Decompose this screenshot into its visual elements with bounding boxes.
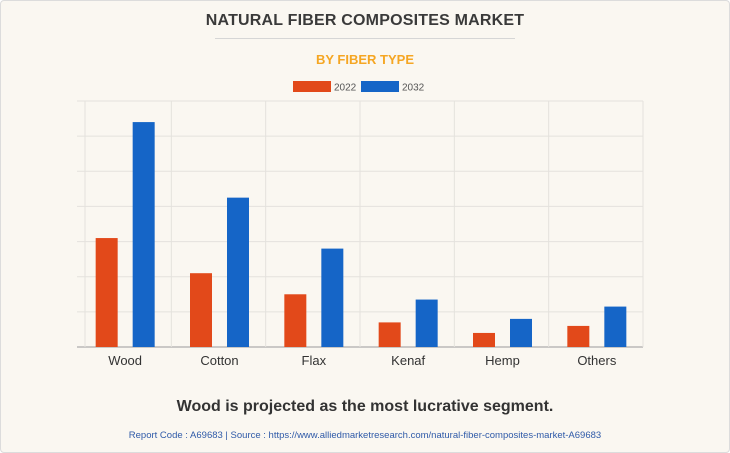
bar-cotton-2032[interactable]: [227, 197, 249, 347]
source-link[interactable]: Report Code : A69683 | Source : https://…: [128, 430, 602, 441]
bar-others-2022[interactable]: [567, 325, 590, 347]
legend-label-2022: 2022: [334, 83, 357, 94]
gridlines: [77, 100, 644, 348]
bar-kenaf-2032[interactable]: [415, 299, 438, 347]
x-tick-label: Flax: [302, 353, 327, 368]
legend-label-2032: 2032: [402, 83, 425, 94]
bar-flax-2022[interactable]: [284, 294, 307, 347]
legend-swatch-2032[interactable]: [361, 81, 399, 92]
x-tick-label: Wood: [108, 353, 142, 368]
x-tick-label: Others: [577, 353, 617, 368]
bar-hemp-2032[interactable]: [510, 318, 532, 347]
footer-note: Wood is projected as the most lucrative …: [176, 398, 554, 415]
bar-wood-2022[interactable]: [95, 238, 118, 347]
bar-flax-2032[interactable]: [321, 248, 344, 347]
chart-subtitle: BY FIBER TYPE: [315, 52, 414, 67]
category-labels: Wood Cotton Flax Kenaf Hemp Others: [108, 353, 617, 368]
chart-title: NATURAL FIBER COMPOSITES MARKET: [205, 12, 525, 29]
legend: 2022 2032: [293, 81, 425, 94]
x-tick-label: Kenaf: [391, 353, 425, 368]
title-divider: [215, 38, 515, 39]
x-tick-label: Hemp: [485, 353, 520, 368]
legend-swatch-2022[interactable]: [293, 81, 331, 92]
bar-kenaf-2022[interactable]: [378, 322, 401, 347]
bar-others-2032[interactable]: [604, 306, 627, 347]
x-tick-label: Cotton: [200, 353, 238, 368]
bar-cotton-2022[interactable]: [190, 273, 212, 347]
bar-wood-2032[interactable]: [132, 122, 155, 347]
bar-hemp-2022[interactable]: [473, 332, 495, 347]
bars: [95, 122, 627, 347]
